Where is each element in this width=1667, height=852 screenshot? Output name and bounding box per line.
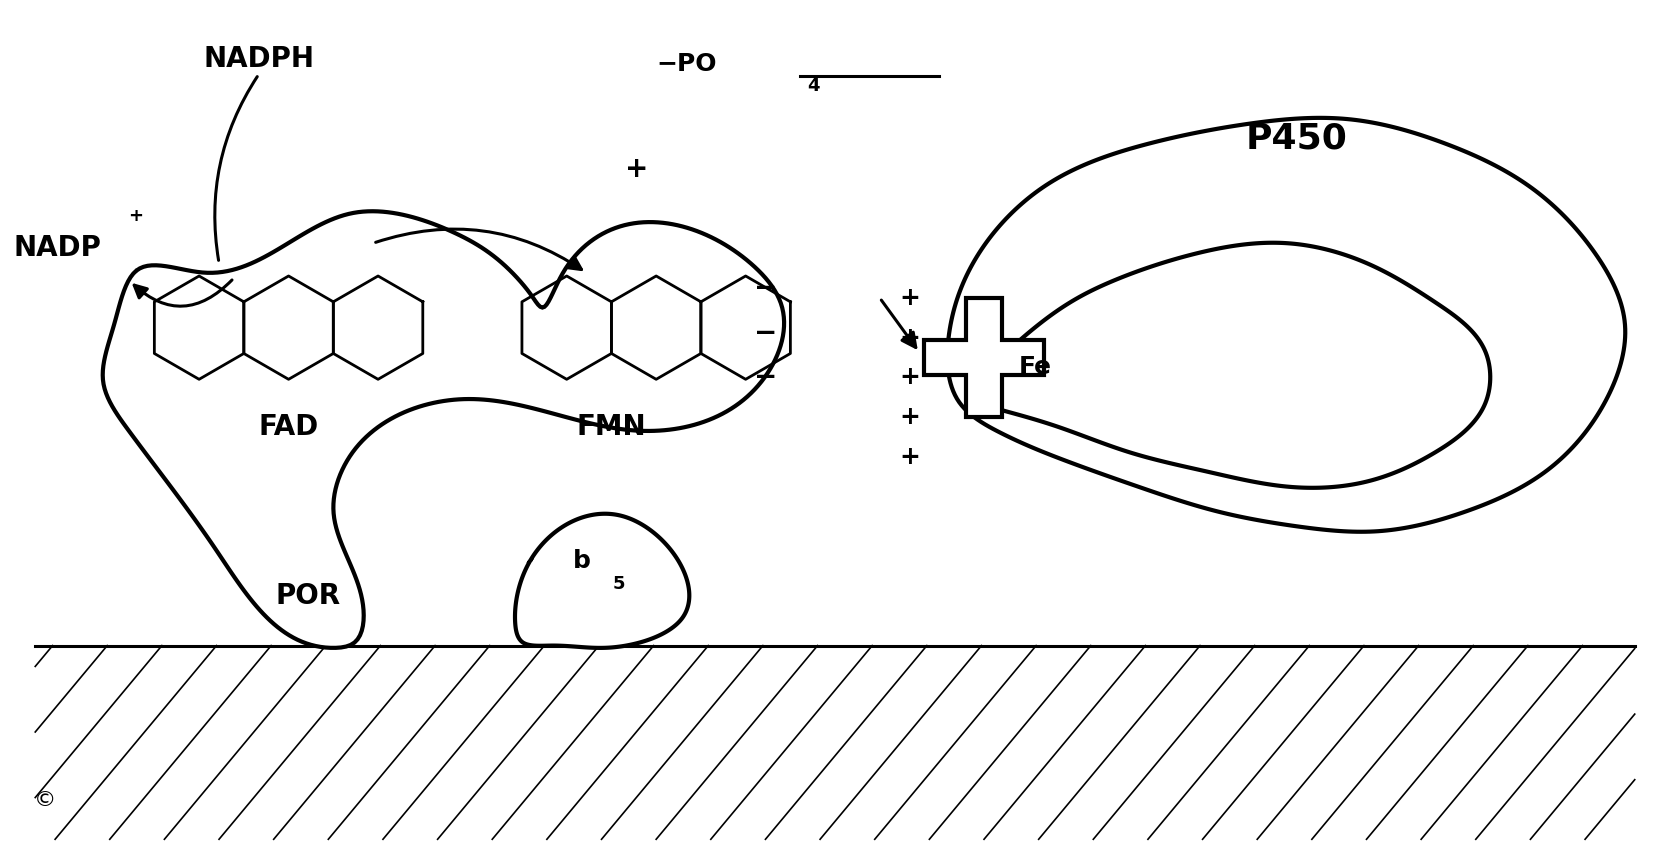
- Text: +: +: [899, 325, 920, 349]
- Text: −: −: [753, 319, 777, 347]
- Text: FAD: FAD: [258, 413, 318, 441]
- Text: Fe: Fe: [1019, 355, 1052, 379]
- Text: +: +: [899, 285, 920, 310]
- Text: FMN: FMN: [577, 413, 647, 441]
- Text: −: −: [753, 363, 777, 391]
- Text: +: +: [899, 445, 920, 469]
- Text: NADP: NADP: [13, 234, 102, 262]
- Text: −: −: [753, 273, 777, 302]
- Text: +: +: [128, 207, 143, 226]
- Polygon shape: [103, 211, 783, 648]
- Text: +: +: [899, 405, 920, 429]
- Text: ©: ©: [33, 790, 57, 809]
- Polygon shape: [980, 243, 1490, 488]
- Text: b: b: [573, 549, 590, 573]
- Text: +: +: [899, 366, 920, 389]
- Text: +: +: [625, 155, 648, 182]
- Text: NADPH: NADPH: [203, 45, 315, 73]
- Text: −PO: −PO: [657, 52, 717, 77]
- Polygon shape: [515, 514, 688, 648]
- Text: P450: P450: [1245, 122, 1349, 156]
- Text: 5: 5: [612, 575, 625, 593]
- Text: 4: 4: [807, 78, 820, 95]
- Text: POR: POR: [275, 582, 342, 610]
- Polygon shape: [947, 118, 1625, 532]
- Polygon shape: [925, 298, 1044, 417]
